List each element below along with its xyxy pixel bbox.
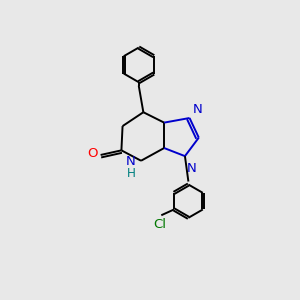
Text: N: N [126,155,136,168]
Text: N: N [192,103,202,116]
Text: Cl: Cl [154,218,166,231]
Text: H: H [127,167,136,180]
Text: O: O [87,147,98,160]
Text: N: N [187,162,197,175]
